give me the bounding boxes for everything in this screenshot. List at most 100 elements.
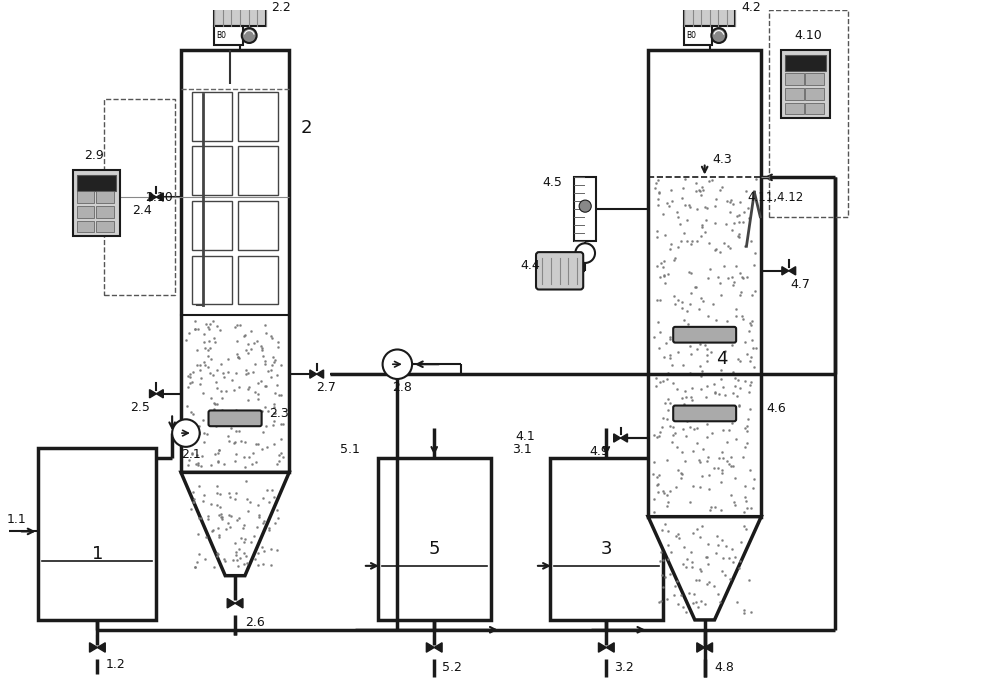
Point <box>699 456 715 467</box>
Point <box>709 530 725 541</box>
Text: 4.10: 4.10 <box>795 29 822 42</box>
Point <box>229 555 245 566</box>
Point <box>676 228 692 239</box>
Point <box>187 561 203 573</box>
Point <box>692 531 708 542</box>
Bar <box>238 201 278 250</box>
Point <box>189 556 205 568</box>
Point <box>676 541 692 552</box>
Polygon shape <box>598 643 606 652</box>
Point <box>697 598 713 610</box>
Point <box>736 206 752 218</box>
Point <box>182 369 198 380</box>
Point <box>651 342 667 354</box>
Point <box>684 556 700 568</box>
Point <box>731 229 747 240</box>
Point <box>655 262 671 273</box>
Point <box>228 448 244 459</box>
Bar <box>38 448 156 620</box>
Point <box>714 446 730 457</box>
Point <box>676 314 692 326</box>
Point <box>240 347 256 358</box>
Point <box>706 580 722 592</box>
Point <box>685 597 701 608</box>
Point <box>650 478 666 489</box>
Point <box>704 174 720 186</box>
Point <box>721 458 737 470</box>
Point <box>724 417 740 428</box>
Text: 3.2: 3.2 <box>614 661 634 673</box>
Point <box>193 461 209 472</box>
Bar <box>805 73 824 85</box>
Point <box>693 383 709 394</box>
Bar <box>192 92 232 141</box>
Point <box>659 197 675 209</box>
Point <box>241 452 257 463</box>
Point <box>232 320 248 331</box>
Point <box>686 424 702 435</box>
Circle shape <box>242 28 257 43</box>
Point <box>267 517 283 528</box>
Point <box>187 324 203 335</box>
Point <box>736 608 752 619</box>
Point <box>729 391 745 402</box>
Point <box>694 181 710 193</box>
Point <box>695 184 711 195</box>
Point <box>198 318 214 330</box>
Point <box>257 402 273 413</box>
Point <box>660 554 676 565</box>
Point <box>193 372 209 384</box>
Point <box>743 236 759 247</box>
Point <box>209 487 225 498</box>
Point <box>656 352 672 363</box>
Point <box>180 370 196 382</box>
Circle shape <box>575 244 595 263</box>
Point <box>735 216 751 228</box>
Polygon shape <box>181 473 289 575</box>
Point <box>715 452 731 463</box>
Text: 2: 2 <box>301 119 313 137</box>
Point <box>677 199 693 211</box>
Point <box>694 219 710 230</box>
Point <box>667 298 683 309</box>
Point <box>229 319 245 330</box>
Point <box>678 430 694 442</box>
Text: B0: B0 <box>686 31 696 40</box>
Polygon shape <box>648 517 761 620</box>
Point <box>251 512 267 523</box>
Point <box>657 571 673 582</box>
Point <box>725 366 741 377</box>
Point <box>653 546 669 557</box>
Bar <box>648 50 761 517</box>
Point <box>714 465 730 476</box>
Point <box>732 555 748 566</box>
Point <box>679 333 695 344</box>
Point <box>659 374 675 385</box>
Point <box>209 399 225 410</box>
Point <box>738 524 754 535</box>
Point <box>707 386 723 398</box>
Point <box>255 351 271 362</box>
Point <box>229 514 245 526</box>
Polygon shape <box>227 598 235 608</box>
Point <box>213 508 229 519</box>
Point <box>677 455 693 466</box>
Point <box>720 272 736 284</box>
Point <box>724 340 740 351</box>
Point <box>691 575 707 586</box>
Point <box>247 386 263 398</box>
Bar <box>684 26 712 45</box>
Point <box>744 335 760 346</box>
Point <box>692 564 708 575</box>
Point <box>217 555 233 566</box>
Point <box>678 607 694 618</box>
Point <box>255 559 271 570</box>
Point <box>665 429 681 440</box>
Point <box>209 480 225 491</box>
Point <box>255 518 271 529</box>
Point <box>694 470 710 482</box>
Point <box>236 559 252 570</box>
Point <box>261 525 277 536</box>
Text: 4: 4 <box>716 350 727 368</box>
Point <box>186 496 202 507</box>
